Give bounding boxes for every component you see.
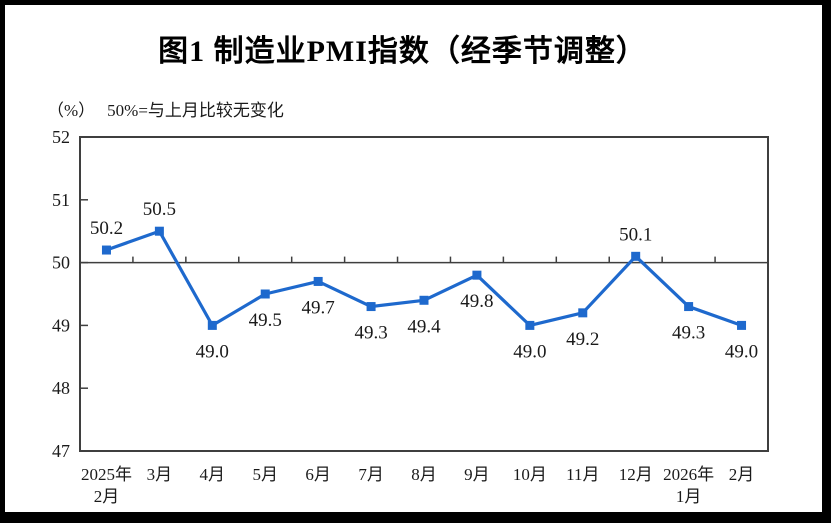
data-point-label: 49.2 [566,329,599,350]
data-point-label: 50.2 [90,218,123,239]
data-point-label: 49.5 [249,310,282,331]
x-axis-label: 9月 [464,465,490,484]
y-axis-label: 47 [52,441,70,461]
x-axis-label: 7月 [358,465,384,484]
data-point-label: 49.4 [407,316,441,337]
y-axis-label: 51 [52,190,70,210]
data-point-label: 49.0 [513,341,546,362]
data-point-marker [154,226,164,236]
data-point-marker [419,295,429,305]
data-point-marker [313,276,323,286]
x-axis-label: 11月 [566,465,599,484]
data-point-label: 49.8 [460,291,493,312]
y-axis-label: 52 [52,127,70,147]
y-axis-label: 48 [52,378,70,398]
data-point-label: 49.3 [672,323,705,344]
data-point-marker [472,270,482,280]
chart-page: 图1 制造业PMI指数（经季节调整） （%） 50%=与上月比较无变化 [5,5,822,512]
x-axis-label: 5月 [252,465,278,484]
x-axis-label: 2025年 [81,465,132,484]
pmi-series-line [105,229,743,327]
x-axis-label: 2026年 [663,465,714,484]
x-axis-label: 3月 [147,465,173,484]
reference-line-note: 50%=与上月比较无变化 [107,101,284,120]
chart-title: 图1 制造业PMI指数（经季节调整） [158,35,647,68]
x-axis-label: 12月 [619,465,653,484]
data-point-marker [737,320,747,330]
data-point-label: 49.3 [354,323,387,344]
x-axis-label: 4月 [200,465,226,484]
data-point-label: 49.0 [725,341,758,362]
x-axis-label: 1月 [676,487,702,506]
data-point-marker [578,308,588,318]
y-axis-label: 49 [52,315,70,335]
y-axis-label: 50 [52,253,70,273]
data-point-marker [260,289,270,299]
data-point-marker [684,302,694,312]
data-point-marker [631,251,641,261]
plot-border [79,136,769,452]
x-axis-label: 6月 [305,465,331,484]
x-axis-label: 2月 [729,465,755,484]
data-point-marker [101,245,111,255]
chart-subtitle: （%） 50%=与上月比较无变化 [47,96,284,121]
x-axis-label: 8月 [411,465,437,484]
data-point-label: 50.1 [619,224,652,245]
data-point-marker [525,320,535,330]
y-axis-unit-label: （%） [47,101,96,120]
data-point-label: 50.5 [143,199,176,220]
x-axis-label: 10月 [513,465,547,484]
data-point-label: 49.7 [302,297,335,318]
data-point-marker [366,302,376,312]
data-point-label: 49.0 [196,341,229,362]
x-axis-label: 2月 [94,487,120,506]
data-point-marker [207,320,217,330]
